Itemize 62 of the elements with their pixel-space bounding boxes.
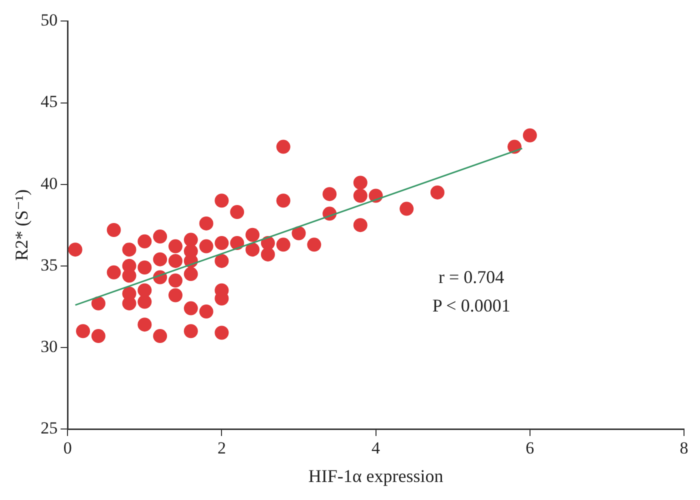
point bbox=[276, 194, 290, 208]
point bbox=[214, 254, 229, 268]
point bbox=[276, 140, 290, 154]
y-tick-label: 45 bbox=[40, 92, 58, 112]
point bbox=[76, 324, 90, 338]
x-tick-label: 6 bbox=[526, 438, 534, 458]
point bbox=[400, 202, 414, 216]
point bbox=[214, 326, 229, 340]
point bbox=[353, 176, 368, 190]
x-tick-label: 8 bbox=[680, 438, 688, 458]
point bbox=[322, 187, 337, 202]
point bbox=[199, 304, 214, 319]
point bbox=[199, 239, 214, 254]
point bbox=[153, 230, 168, 244]
point bbox=[168, 239, 182, 254]
x-tick-label: 4 bbox=[372, 438, 381, 458]
annotation: r = 0.704 bbox=[438, 266, 504, 287]
point bbox=[138, 234, 152, 248]
point bbox=[246, 228, 260, 242]
x-axis-title: HIF-1α expression bbox=[308, 466, 444, 486]
y-tick-label: 30 bbox=[40, 336, 58, 356]
point bbox=[292, 226, 306, 240]
point bbox=[199, 216, 214, 230]
x-tick-label: 0 bbox=[63, 438, 72, 458]
x-tick-label: 2 bbox=[217, 438, 226, 458]
y-tick-label: 50 bbox=[40, 10, 58, 30]
point bbox=[353, 218, 368, 232]
point bbox=[153, 329, 168, 344]
y-tick-label: 25 bbox=[40, 418, 58, 438]
point bbox=[168, 288, 182, 302]
point bbox=[353, 188, 368, 203]
point bbox=[122, 268, 136, 283]
point bbox=[106, 265, 121, 280]
point bbox=[138, 283, 152, 298]
y-axis-title: R2* (S⁻¹) bbox=[12, 189, 32, 261]
point bbox=[230, 205, 244, 220]
point bbox=[522, 128, 537, 142]
point bbox=[122, 242, 136, 257]
point bbox=[168, 274, 182, 288]
y-tick-label: 35 bbox=[40, 255, 58, 274]
annotation: P < 0.0001 bbox=[432, 295, 510, 316]
point bbox=[246, 242, 260, 257]
point bbox=[260, 247, 275, 262]
point bbox=[106, 222, 121, 237]
point bbox=[184, 267, 198, 282]
point bbox=[184, 324, 198, 338]
point bbox=[307, 238, 322, 252]
point bbox=[230, 236, 244, 250]
point bbox=[430, 185, 444, 200]
point bbox=[153, 252, 168, 266]
point bbox=[138, 260, 152, 275]
point bbox=[168, 254, 182, 268]
point bbox=[68, 242, 82, 257]
point bbox=[138, 318, 152, 332]
point bbox=[91, 296, 106, 310]
y-tick-label: 40 bbox=[40, 174, 58, 193]
point bbox=[276, 238, 290, 252]
point bbox=[214, 236, 229, 250]
point bbox=[184, 301, 198, 316]
point bbox=[214, 194, 229, 208]
point bbox=[138, 294, 152, 309]
point bbox=[91, 329, 106, 344]
